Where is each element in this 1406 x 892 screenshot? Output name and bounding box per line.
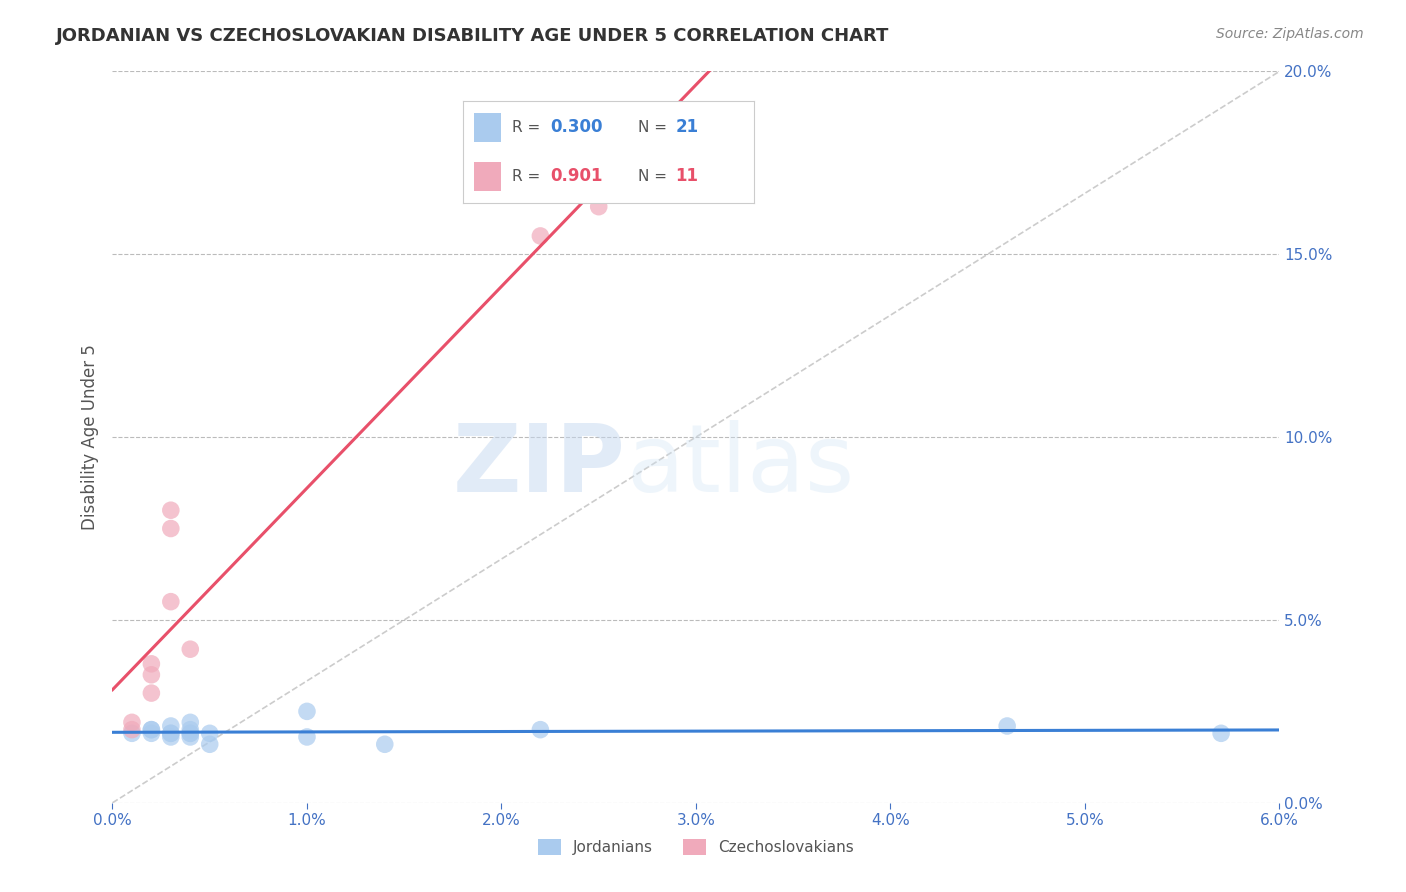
Point [179, 642, 201, 657]
FancyBboxPatch shape [474, 162, 501, 191]
Point [160, 503, 183, 517]
Legend: Jordanians, Czechoslovakians: Jordanians, Czechoslovakians [531, 833, 860, 861]
Point [588, 200, 610, 214]
Point [160, 730, 183, 744]
Text: N =: N = [638, 169, 672, 184]
Text: atlas: atlas [626, 420, 855, 512]
Point [141, 726, 163, 740]
Point [121, 723, 143, 737]
Text: 11: 11 [675, 168, 699, 186]
Point [179, 715, 201, 730]
Text: 0.901: 0.901 [550, 168, 603, 186]
Text: ZIP: ZIP [453, 420, 626, 512]
Point [295, 730, 318, 744]
Point [160, 726, 183, 740]
Point [141, 723, 163, 737]
Point [141, 686, 163, 700]
Point [179, 726, 201, 740]
Y-axis label: Disability Age Under 5: Disability Age Under 5 [80, 344, 98, 530]
Point [179, 726, 201, 740]
Point [160, 521, 183, 535]
Point [995, 719, 1018, 733]
Point [121, 715, 143, 730]
Point [141, 657, 163, 671]
FancyBboxPatch shape [474, 113, 501, 142]
Point [141, 667, 163, 681]
Point [160, 594, 183, 608]
Point [295, 705, 318, 719]
Text: 21: 21 [675, 119, 699, 136]
Point [198, 726, 221, 740]
Text: R =: R = [512, 120, 546, 135]
Text: N =: N = [638, 120, 672, 135]
Point [1211, 726, 1233, 740]
Point [160, 726, 183, 740]
Text: JORDANIAN VS CZECHOSLOVAKIAN DISABILITY AGE UNDER 5 CORRELATION CHART: JORDANIAN VS CZECHOSLOVAKIAN DISABILITY … [56, 27, 890, 45]
Point [529, 229, 551, 244]
Text: Source: ZipAtlas.com: Source: ZipAtlas.com [1216, 27, 1364, 41]
Point [141, 723, 163, 737]
Point [160, 719, 183, 733]
Point [198, 737, 221, 751]
Point [179, 723, 201, 737]
Text: 0.300: 0.300 [550, 119, 603, 136]
Point [374, 737, 396, 751]
Point [179, 730, 201, 744]
Text: R =: R = [512, 169, 546, 184]
Point [121, 726, 143, 740]
Point [529, 723, 551, 737]
